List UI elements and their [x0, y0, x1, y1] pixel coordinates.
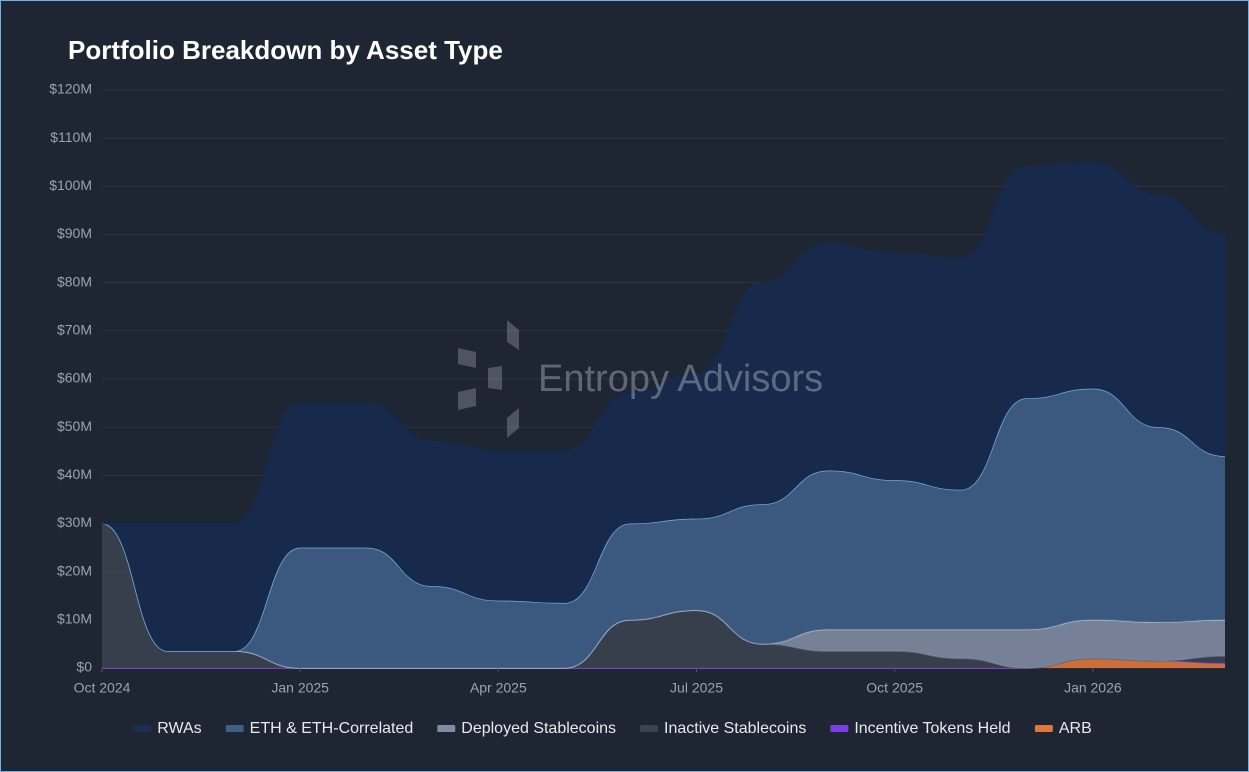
y-tick-label: $20M: [57, 562, 92, 578]
x-tick-label: Jan 2025: [271, 680, 329, 696]
area: [102, 162, 1225, 652]
legend-item: ETH & ETH-Correlated: [225, 720, 414, 737]
chart-title: Portfolio Breakdown by Asset Type: [68, 35, 503, 65]
y-tick-label: $60M: [57, 370, 92, 386]
y-tick-label: $100M: [49, 177, 92, 193]
area: [102, 523, 1225, 668]
legend-label: RWAs: [157, 720, 201, 737]
legend-item: Deployed Stablecoins: [437, 720, 616, 737]
area: [102, 523, 1225, 668]
legend-item: RWAs: [133, 720, 202, 737]
legend-label: ARB: [1059, 720, 1092, 737]
area: [102, 388, 1225, 668]
y-tick-label: $0: [76, 659, 92, 675]
legend-swatch: [133, 725, 152, 732]
y-tick-label: $90M: [57, 225, 92, 241]
legend-swatch: [640, 725, 659, 732]
x-tick-label: Jul 2025: [670, 680, 723, 696]
y-tick-label: $30M: [57, 514, 92, 530]
legend-swatch: [225, 725, 244, 732]
legend-label: ETH & ETH-Correlated: [250, 720, 414, 737]
x-tick-label: Oct 2025: [866, 680, 923, 696]
x-tick-label: Jan 2026: [1064, 680, 1122, 696]
y-tick-label: $120M: [49, 81, 92, 97]
y-tick-label: $110M: [50, 129, 92, 145]
legend-item: ARB: [1034, 720, 1092, 737]
y-tick-label: $70M: [57, 322, 92, 338]
legend-swatch: [1034, 725, 1053, 732]
watermark-logo: [458, 320, 519, 438]
legend-item: Incentive Tokens Held: [830, 720, 1011, 737]
y-tick-label: $40M: [57, 466, 92, 482]
legend-swatch: [830, 725, 849, 732]
watermark: Entropy Advisors: [538, 358, 823, 400]
y-tick-label: $80M: [57, 273, 92, 289]
y-tick-label: $50M: [57, 418, 92, 434]
x-tick-label: Apr 2025: [470, 680, 527, 696]
legend-item: Inactive Stablecoins: [640, 720, 806, 737]
legend-label: Incentive Tokens Held: [854, 720, 1010, 737]
x-tick-label: Oct 2024: [74, 680, 131, 696]
area-edge: [102, 161, 1226, 525]
y-tick-label: $10M: [57, 611, 92, 627]
legend-label: Inactive Stablecoins: [664, 720, 806, 737]
legend-swatch: [437, 725, 456, 732]
legend-label: Deployed Stablecoins: [461, 720, 616, 737]
